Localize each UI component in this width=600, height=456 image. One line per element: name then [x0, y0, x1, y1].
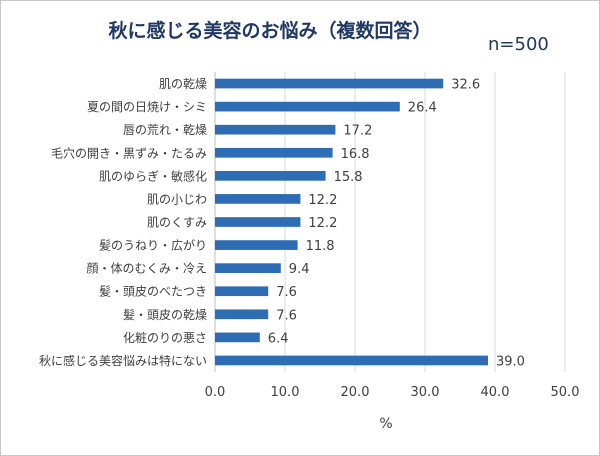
x-tick-label: 30.0 — [411, 385, 440, 400]
category-label: 肌のくすみ — [147, 216, 207, 230]
bar — [215, 147, 333, 158]
category-label: 肌のゆらぎ・敏感化 — [99, 168, 207, 183]
bar — [215, 240, 298, 250]
bar — [215, 101, 400, 112]
value-label: 6.4 — [268, 331, 289, 346]
category-label: 毛穴の開き・黒ずみ・たるみ — [51, 145, 207, 160]
value-label: 12.2 — [308, 216, 337, 231]
x-tick-label: 0.0 — [205, 385, 226, 400]
category-label: 髪・頭皮の乾燥 — [123, 308, 207, 322]
bar — [215, 171, 326, 181]
bar — [215, 217, 301, 227]
category-label: 髪のうねり・広がり — [99, 238, 207, 253]
x-tick-labels: 0.0 10.0 20.0 30.0 40.0 50.0 — [205, 385, 580, 400]
category-label: 唇の荒れ・乾燥 — [123, 123, 207, 137]
value-label: 9.4 — [289, 262, 310, 277]
x-tick-label: 10.0 — [271, 385, 300, 400]
category-label: 肌の乾燥 — [159, 77, 207, 91]
bar — [215, 263, 281, 273]
category-label: 夏の間の日焼け・シミ — [87, 100, 207, 114]
value-label: 11.8 — [306, 239, 335, 254]
bar — [215, 332, 260, 343]
category-label: 化粧のりの悪さ — [123, 331, 207, 345]
value-labels: 32.6 26.4 17.2 16.8 15.8 12.2 12.2 11.8 9.4 7.6 7.… — [268, 78, 525, 370]
value-label: 39.0 — [496, 354, 525, 369]
gridlines — [214, 72, 566, 372]
value-label: 32.6 — [451, 78, 480, 93]
bar — [215, 194, 301, 204]
value-label: 12.2 — [308, 193, 337, 208]
category-label: 髪・頭皮のべたつき — [99, 285, 207, 299]
category-label: 顔・体のむくみ・冷え — [87, 261, 207, 276]
value-label: 7.6 — [276, 308, 297, 323]
x-axis-title: % — [379, 416, 392, 432]
category-label: 肌の小じわ — [147, 192, 207, 206]
bars — [215, 78, 488, 366]
category-labels: 肌の乾燥夏の間の日焼け・シミ唇の荒れ・乾燥毛穴の開き・黒ずみ・たるみ肌のゆらぎ・… — [39, 77, 207, 368]
value-label: 16.8 — [341, 147, 370, 162]
category-label: 秋に感じる美容悩みは特にない — [39, 353, 207, 368]
bar — [215, 286, 269, 297]
sample-size-label: n=500 — [488, 34, 549, 55]
value-label: 17.2 — [343, 124, 372, 139]
x-tick-label: 20.0 — [341, 385, 370, 400]
x-tick-label: 50.0 — [551, 385, 580, 400]
value-label: 7.6 — [276, 285, 297, 300]
chart-title: 秋に感じる美容のお悩み（複数回答） — [108, 20, 432, 42]
value-label: 15.8 — [334, 170, 363, 185]
bar — [215, 355, 488, 366]
bar — [215, 124, 336, 135]
x-tick-label: 40.0 — [481, 385, 510, 400]
bar — [215, 78, 444, 89]
bar — [215, 309, 269, 320]
value-label: 26.4 — [408, 101, 437, 116]
